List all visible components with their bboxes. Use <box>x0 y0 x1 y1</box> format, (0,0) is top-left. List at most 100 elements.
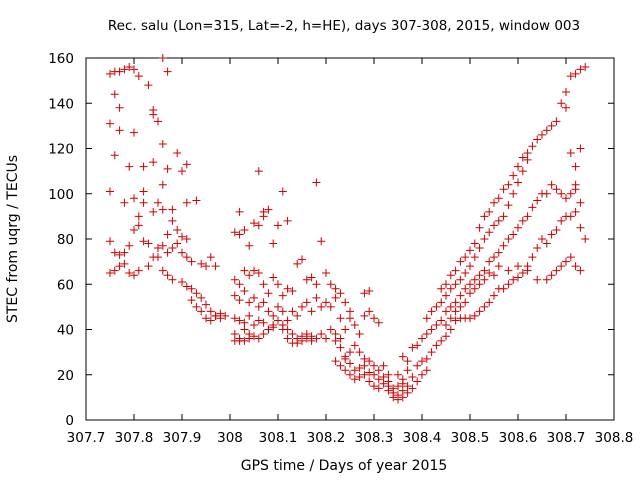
data-point <box>259 280 268 289</box>
x-tick-label: 308.3 <box>355 430 394 446</box>
data-point <box>562 103 570 112</box>
y-tick-label: 100 <box>48 187 74 203</box>
data-point <box>197 307 206 316</box>
data-point <box>130 271 138 280</box>
data-point <box>485 228 494 237</box>
x-tick-label: 308.1 <box>259 430 298 446</box>
data-point <box>254 221 263 230</box>
data-point <box>475 307 484 316</box>
data-point <box>509 275 518 284</box>
data-point <box>422 354 431 363</box>
data-point <box>538 235 546 243</box>
data-point <box>451 266 460 275</box>
data-point <box>504 280 513 289</box>
data-point <box>461 253 470 262</box>
data-point <box>442 307 450 316</box>
data-point <box>470 284 479 293</box>
data-point <box>475 280 484 289</box>
data-point <box>370 382 378 391</box>
data-point <box>139 237 148 246</box>
data-point <box>542 275 551 284</box>
data-point <box>259 212 268 221</box>
data-point <box>106 237 114 246</box>
data-point <box>523 149 532 158</box>
data-point <box>211 311 220 320</box>
data-point <box>288 330 297 339</box>
data-point <box>307 307 316 316</box>
data-point <box>398 375 407 384</box>
data-point <box>470 275 479 284</box>
data-point <box>398 352 407 361</box>
data-point <box>274 221 282 230</box>
data-point <box>230 314 239 323</box>
data-point <box>456 257 465 266</box>
data-point <box>331 284 340 293</box>
data-point <box>120 198 129 207</box>
data-point <box>504 235 513 243</box>
data-point <box>341 298 350 307</box>
data-point <box>274 302 282 311</box>
data-point <box>269 239 278 248</box>
data-point <box>499 185 508 194</box>
data-point <box>365 307 374 316</box>
data-point <box>115 262 124 271</box>
data-point <box>158 266 167 275</box>
data-point <box>437 298 446 307</box>
data-point <box>346 359 354 368</box>
data-point <box>461 284 470 293</box>
y-tick-label: 40 <box>57 323 74 339</box>
data-point <box>288 307 297 316</box>
data-point <box>154 253 162 262</box>
data-point <box>134 221 143 230</box>
data-point <box>490 291 498 300</box>
data-point <box>312 334 321 343</box>
data-point <box>384 370 393 379</box>
data-point <box>451 316 460 325</box>
data-point <box>360 361 369 370</box>
data-point <box>341 354 350 363</box>
y-tick-label: 80 <box>57 232 74 248</box>
data-point <box>317 237 326 246</box>
data-point <box>240 225 249 234</box>
data-point <box>576 198 585 207</box>
data-point <box>163 164 172 173</box>
data-point <box>336 334 345 343</box>
data-point <box>485 298 494 307</box>
data-point <box>110 248 119 257</box>
data-point <box>442 332 450 341</box>
data-point <box>125 241 134 250</box>
data-point <box>528 253 537 262</box>
data-point <box>192 196 201 205</box>
data-point <box>254 167 263 176</box>
data-point <box>298 255 306 264</box>
y-tick-label: 120 <box>48 142 74 158</box>
data-point <box>494 194 503 203</box>
data-point <box>144 81 153 90</box>
data-point <box>235 296 244 305</box>
data-point <box>475 271 484 280</box>
data-point <box>514 262 522 271</box>
data-point <box>442 291 450 300</box>
data-point <box>504 201 513 210</box>
data-point <box>346 307 354 316</box>
data-point <box>197 293 206 302</box>
data-point <box>408 384 417 393</box>
data-point <box>475 223 484 232</box>
data-point <box>504 180 513 189</box>
data-points <box>106 54 590 404</box>
data-point <box>283 316 292 325</box>
data-point <box>130 128 138 137</box>
data-point <box>178 248 186 257</box>
data-point <box>547 230 556 239</box>
data-point <box>298 302 306 311</box>
data-point <box>552 117 561 126</box>
data-point <box>250 293 258 302</box>
data-point <box>466 280 474 289</box>
data-point <box>110 266 119 275</box>
data-point <box>115 103 124 112</box>
data-point <box>365 357 374 366</box>
x-tick-label: 308.6 <box>499 430 538 446</box>
data-point <box>566 149 575 158</box>
